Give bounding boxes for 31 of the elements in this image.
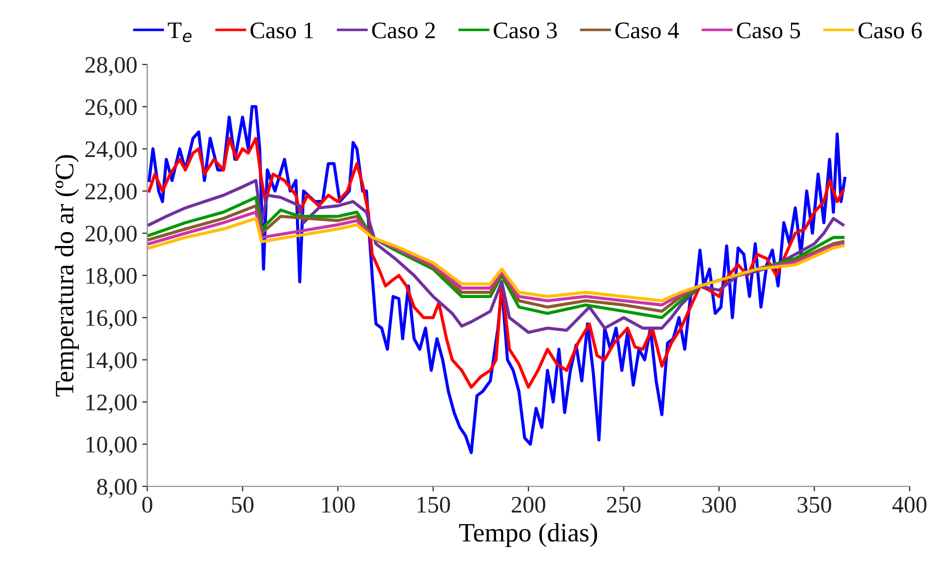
legend-label: Caso 5 (736, 22, 800, 38)
x-tick-label: 50 (232, 496, 254, 513)
x-tick-label: 350 (798, 496, 832, 513)
x-tick-label: 150 (418, 496, 450, 513)
y-tick-label: 20,00 (85, 226, 137, 246)
x-tick-label: 250 (607, 496, 641, 513)
legend-label: Caso 6 (858, 22, 922, 38)
legend-label: T$_{e}$ (168, 22, 192, 42)
y-tick-label: 28,00 (85, 56, 137, 76)
legend-label: Caso 4 (615, 22, 679, 38)
x-tick-label: 100 (322, 496, 355, 513)
y-tick-label: 26,00 (85, 99, 137, 118)
legend-label: Caso 1 (250, 22, 314, 38)
y-tick-label: 18,00 (86, 268, 137, 288)
y-tick-label: 10,00 (86, 436, 137, 456)
legend-label: Caso 2 (372, 22, 435, 38)
x-tick-label: 300 (702, 496, 736, 513)
x-tick-label: 200 (512, 496, 546, 513)
x-tick-label: 0 (142, 496, 152, 513)
y-tick-label: 14,00 (86, 352, 137, 372)
line-series (148, 136, 844, 389)
y-tick-label: 12,00 (86, 394, 137, 414)
y-tick-label: 8,00 (97, 478, 137, 498)
y-tick-label: 24,00 (85, 141, 137, 161)
y-axis-title: Temperatura do ar (ºC) (54, 155, 79, 396)
y-tick-label: 22,00 (85, 184, 137, 203)
line-series (148, 178, 844, 334)
legend-label: Caso 3 (494, 22, 557, 38)
x-axis-title: Tempo (dias) (459, 523, 598, 547)
x-tick-label: 400 (892, 496, 926, 513)
y-tick-label: 16,00 (86, 310, 137, 330)
